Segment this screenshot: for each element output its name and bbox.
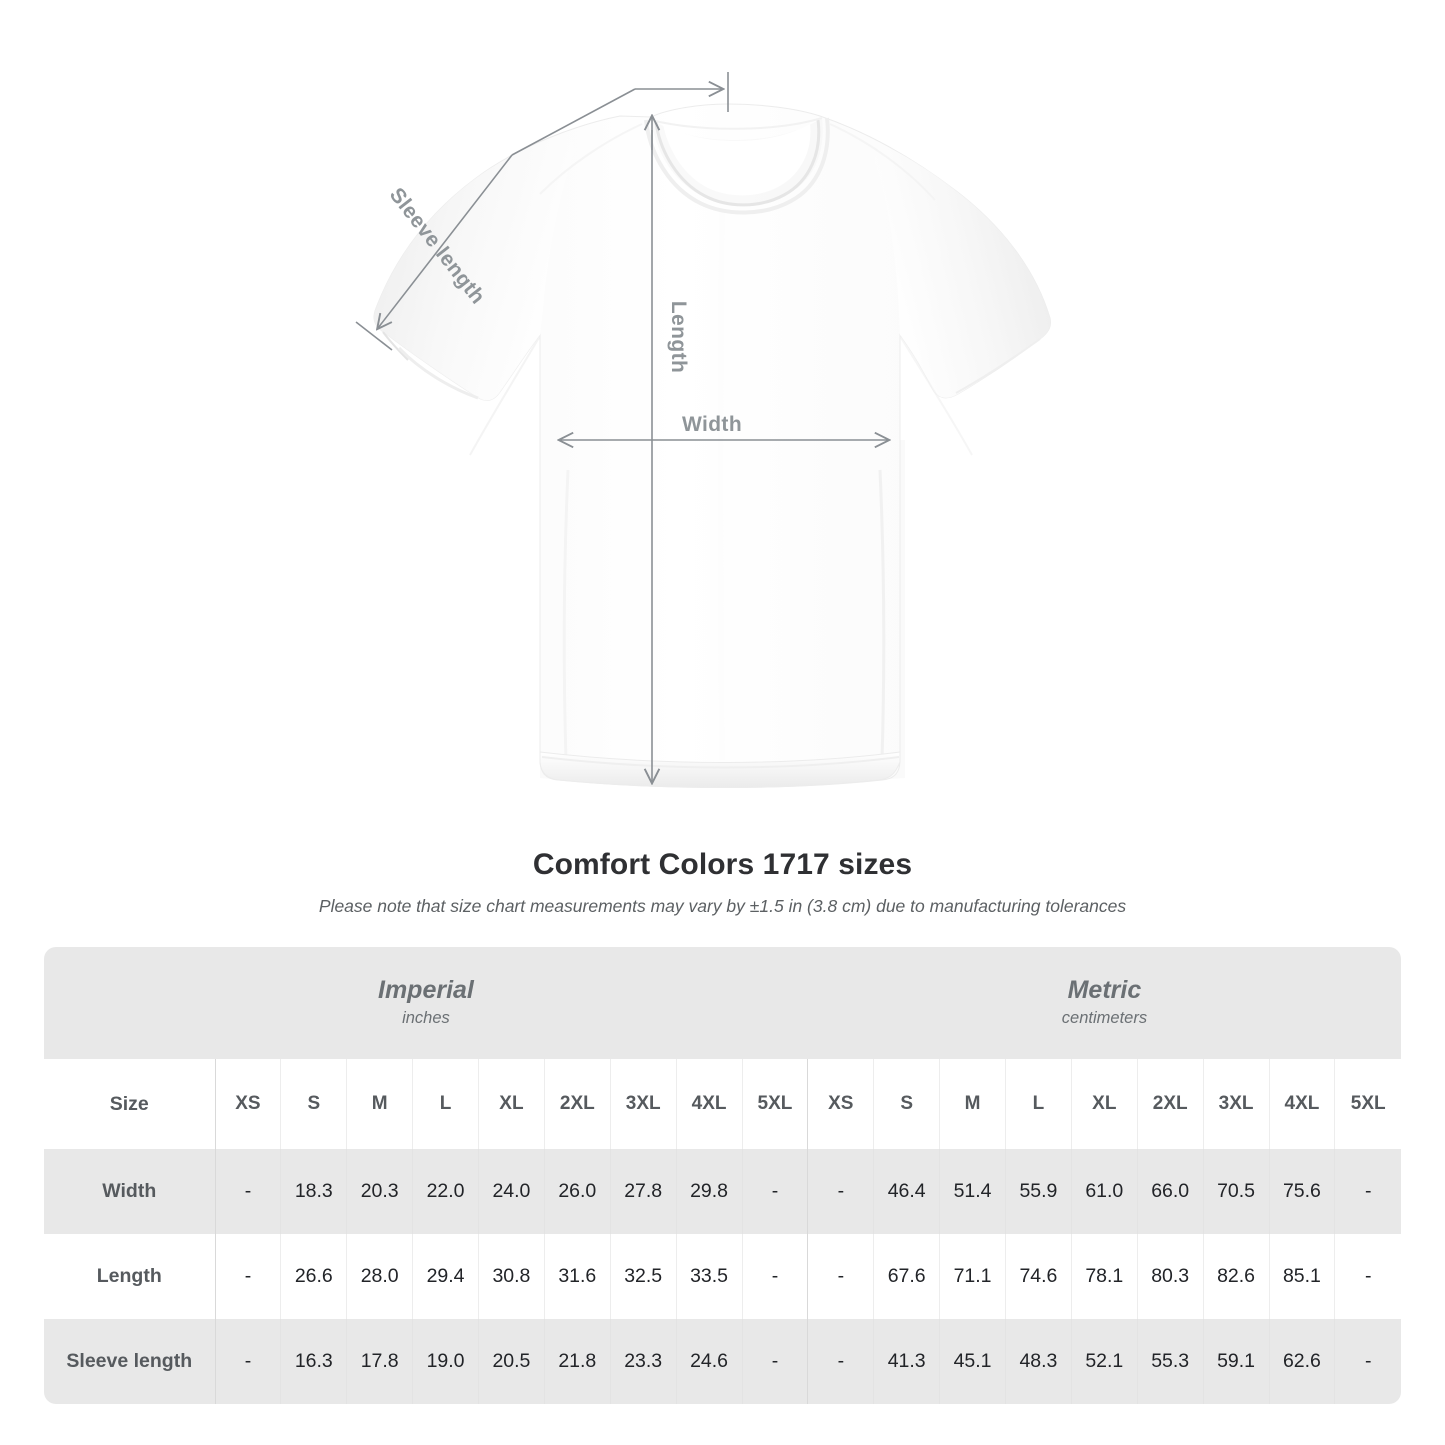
size-header-metric-m: M xyxy=(939,1059,1006,1149)
cell-length-metric-xs: - xyxy=(807,1234,875,1319)
cell-length-imperial-l: 29.4 xyxy=(412,1234,479,1319)
page-title: Comfort Colors 1717 sizes xyxy=(532,848,913,881)
size-header-metric-xs: XS xyxy=(807,1059,875,1149)
cell-sleeve-length-imperial-2xl: 21.8 xyxy=(544,1319,611,1404)
unit-name-imperial: Imperial xyxy=(378,976,474,1004)
cell-length-imperial-m: 28.0 xyxy=(346,1234,414,1319)
cell-length-metric-m: 71.1 xyxy=(939,1234,1006,1319)
size-header-metric-l: L xyxy=(1005,1059,1072,1149)
row-label-width: Width xyxy=(44,1149,216,1234)
tshirt-illustration: Sleeve length Length Width xyxy=(355,72,1051,788)
unit-name-metric: Metric xyxy=(1067,976,1142,1004)
cell-length-imperial-xl: 30.8 xyxy=(478,1234,545,1319)
sleeve-length-annotation xyxy=(355,72,729,351)
size-header-row: Size XS S M L XL 2XL 3XL 4XL 5XL XS S M L XL 2XL 3XL 4XL 5… xyxy=(44,1059,1401,1149)
unit-banner-metric: Metric centimeters xyxy=(807,947,1401,1059)
size-header-imperial-xl: XL xyxy=(478,1059,545,1149)
size-header-label: Size xyxy=(44,1059,216,1149)
cell-sleeve-length-metric-xs: - xyxy=(807,1319,875,1404)
cell-length-metric-3xl: 82.6 xyxy=(1203,1234,1270,1319)
cell-width-metric-m: 51.4 xyxy=(939,1149,1006,1234)
unit-sub-imperial: inches xyxy=(402,1009,450,1028)
cell-width-metric-s: 46.4 xyxy=(873,1149,941,1234)
size-header-metric-5xl: 5XL xyxy=(1334,1059,1401,1149)
cell-sleeve-length-imperial-xs: - xyxy=(215,1319,282,1404)
cell-length-imperial-xs: - xyxy=(215,1234,282,1319)
cell-length-imperial-s: 26.6 xyxy=(280,1234,348,1319)
cell-width-metric-xs: - xyxy=(807,1149,875,1234)
cell-sleeve-length-metric-4xl: 62.6 xyxy=(1269,1319,1336,1404)
cell-width-metric-l: 55.9 xyxy=(1005,1149,1072,1234)
cell-sleeve-length-metric-3xl: 59.1 xyxy=(1203,1319,1270,1404)
cell-width-imperial-4xl: 29.8 xyxy=(676,1149,743,1234)
cell-sleeve-length-imperial-3xl: 23.3 xyxy=(610,1319,677,1404)
cell-width-imperial-m: 20.3 xyxy=(346,1149,414,1234)
cell-sleeve-length-imperial-5xl: - xyxy=(742,1319,809,1404)
cell-sleeve-length-metric-5xl: - xyxy=(1334,1319,1401,1404)
table-row: Width -18.3 20.3 22.0 24.0 26.0 27.8 29.8- -46.4… xyxy=(44,1149,1401,1234)
size-header-metric-2xl: 2XL xyxy=(1137,1059,1204,1149)
cell-sleeve-length-metric-xl: 52.1 xyxy=(1071,1319,1138,1404)
size-header-metric-3xl: 3XL xyxy=(1203,1059,1270,1149)
cell-width-imperial-3xl: 27.8 xyxy=(610,1149,677,1234)
cell-width-imperial-2xl: 26.0 xyxy=(544,1149,611,1234)
size-chart-table-container: Imperial inches Metric centimeters Size XS S M L… xyxy=(44,947,1401,1404)
unit-banner-row: Imperial inches Metric centimeters xyxy=(44,947,1401,1059)
cell-sleeve-length-imperial-s: 16.3 xyxy=(280,1319,348,1404)
row-label-length: Length xyxy=(44,1234,216,1319)
table-row: Length -26.6 28.0 29.4 30.8 31.6 32.5 33.5- -67.… xyxy=(44,1234,1401,1319)
cell-length-metric-5xl: - xyxy=(1334,1234,1401,1319)
cell-sleeve-length-imperial-4xl: 24.6 xyxy=(676,1319,743,1404)
cell-length-metric-xl: 78.1 xyxy=(1071,1234,1138,1319)
cell-width-metric-4xl: 75.6 xyxy=(1269,1149,1336,1234)
cell-sleeve-length-metric-l: 48.3 xyxy=(1005,1319,1072,1404)
cell-sleeve-length-imperial-l: 19.0 xyxy=(412,1319,479,1404)
cell-width-imperial-xs: - xyxy=(215,1149,282,1234)
size-header-imperial-2xl: 2XL xyxy=(544,1059,611,1149)
cell-length-imperial-2xl: 31.6 xyxy=(544,1234,611,1319)
size-header-imperial-4xl: 4XL xyxy=(676,1059,743,1149)
cell-sleeve-length-metric-m: 45.1 xyxy=(939,1319,1006,1404)
row-label-sleeve-length: Sleeve length xyxy=(44,1319,216,1404)
table-row: Sleeve length -16.3 17.8 19.0 20.5 21.8 23.3 24… xyxy=(44,1319,1401,1404)
size-header-metric-xl: XL xyxy=(1071,1059,1138,1149)
cell-width-metric-2xl: 66.0 xyxy=(1137,1149,1204,1234)
cell-sleeve-length-metric-s: 41.3 xyxy=(873,1319,941,1404)
cell-width-imperial-s: 18.3 xyxy=(280,1149,348,1234)
cell-sleeve-length-metric-2xl: 55.3 xyxy=(1137,1319,1204,1404)
cell-length-metric-2xl: 80.3 xyxy=(1137,1234,1204,1319)
cell-width-imperial-5xl: - xyxy=(742,1149,809,1234)
tshirt-diagram: Sleeve length Length Width xyxy=(355,72,1051,788)
cell-length-imperial-4xl: 33.5 xyxy=(676,1234,743,1319)
measurement-annotations xyxy=(355,72,888,782)
cell-width-metric-xl: 61.0 xyxy=(1071,1149,1138,1234)
size-header-imperial-5xl: 5XL xyxy=(742,1059,809,1149)
shirt-garment xyxy=(373,103,1051,788)
size-header-imperial-s: S xyxy=(280,1059,348,1149)
size-header-imperial-m: M xyxy=(346,1059,414,1149)
size-header-metric-s: S xyxy=(873,1059,941,1149)
cell-sleeve-length-imperial-xl: 20.5 xyxy=(478,1319,545,1404)
size-header-imperial-l: L xyxy=(412,1059,479,1149)
cell-width-metric-5xl: - xyxy=(1334,1149,1401,1234)
measurement-tolerance-note: Please note that size chart measurements… xyxy=(318,896,1127,916)
cell-length-metric-4xl: 85.1 xyxy=(1269,1234,1336,1319)
cell-length-metric-s: 67.6 xyxy=(873,1234,941,1319)
cell-length-metric-l: 74.6 xyxy=(1005,1234,1072,1319)
unit-sub-metric: centimeters xyxy=(1061,1009,1148,1028)
cell-sleeve-length-imperial-m: 17.8 xyxy=(346,1319,414,1404)
length-label: Length xyxy=(667,301,690,373)
size-chart-table: Imperial inches Metric centimeters Size XS S M L… xyxy=(44,947,1401,1404)
width-label: Width xyxy=(682,413,742,436)
cell-width-imperial-l: 22.0 xyxy=(412,1149,479,1234)
size-header-metric-4xl: 4XL xyxy=(1269,1059,1336,1149)
size-header-imperial-3xl: 3XL xyxy=(610,1059,677,1149)
cell-width-metric-3xl: 70.5 xyxy=(1203,1149,1270,1234)
cell-length-imperial-5xl: - xyxy=(742,1234,809,1319)
cell-length-imperial-3xl: 32.5 xyxy=(610,1234,677,1319)
cell-width-imperial-xl: 24.0 xyxy=(478,1149,545,1234)
size-header-imperial-xs: XS xyxy=(215,1059,282,1149)
unit-banner-imperial: Imperial inches xyxy=(44,947,808,1059)
